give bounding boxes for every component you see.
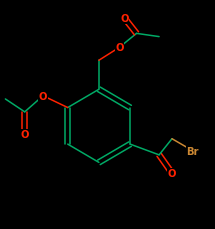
Text: O: O	[20, 130, 29, 140]
Text: O: O	[120, 14, 129, 24]
Text: O: O	[115, 43, 124, 53]
Text: O: O	[39, 91, 47, 101]
Text: O: O	[168, 168, 176, 178]
Text: Br: Br	[186, 146, 199, 156]
